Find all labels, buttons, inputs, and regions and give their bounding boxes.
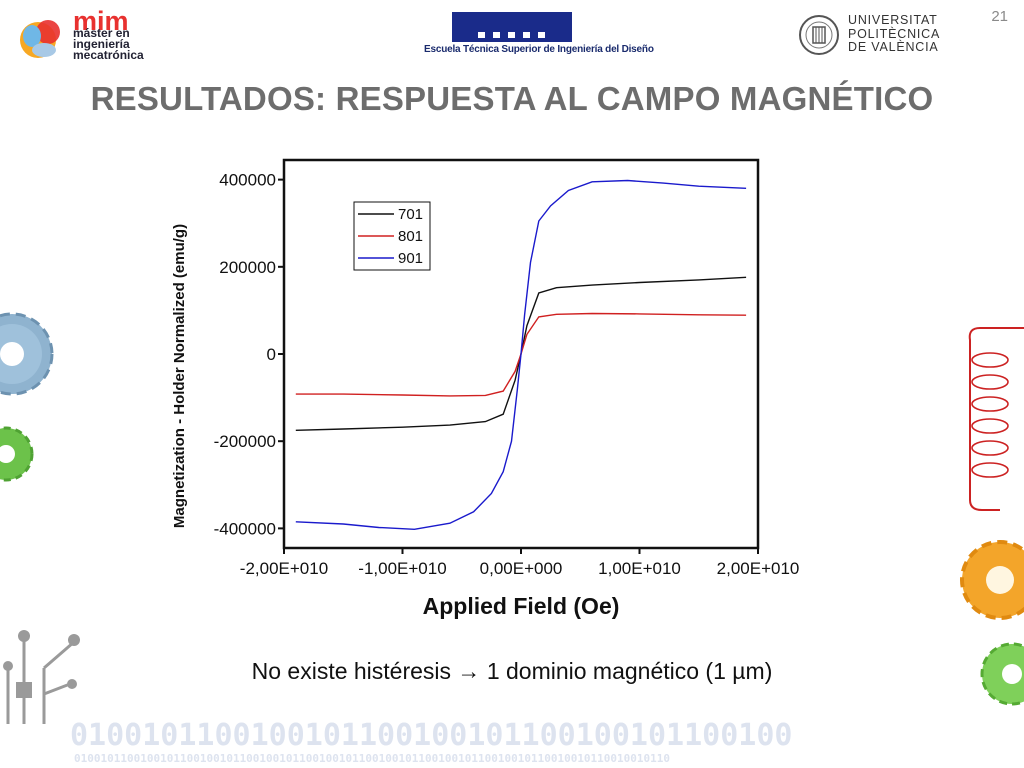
upv-name-line: UNIVERSITAT bbox=[848, 13, 938, 27]
gear-orange-icon bbox=[960, 540, 1024, 620]
mim-logo-line: mecatrónica bbox=[73, 48, 144, 62]
upv-logo bbox=[798, 14, 840, 61]
slide-number: 21 bbox=[991, 8, 1008, 25]
gears-right-icon bbox=[960, 540, 1024, 706]
gear-green-right-icon bbox=[980, 642, 1024, 706]
legend-label-701: 701 bbox=[398, 206, 423, 223]
mim-logo-lines: máster en ingeniería mecatrónica bbox=[73, 26, 144, 62]
tick-marks bbox=[278, 178, 759, 554]
y-tick-label: 0 bbox=[267, 345, 276, 364]
y-tick-label: -400000 bbox=[214, 519, 276, 538]
y-tick-labels: 400000 200000 0 -200000 -400000 bbox=[214, 171, 276, 539]
x-tick-label: -1,00E+010 bbox=[358, 559, 446, 578]
circuit-icon bbox=[3, 630, 80, 724]
binary-decoration-small: 0100101100100101100100101100100101100100… bbox=[74, 752, 671, 765]
upv-name-line: POLITÈCNICA bbox=[848, 26, 941, 41]
x-tick-labels: -2,00E+010 -1,00E+010 0,00E+000 1,00E+010 2,… bbox=[240, 559, 800, 578]
gears-left-icon bbox=[0, 312, 54, 482]
series-line-901 bbox=[295, 179, 747, 531]
etsid-caption: Escuela Técnica Superior de Ingeniería d… bbox=[424, 44, 654, 55]
magnetization-chart: 400000 200000 0 -200000 -400000 -2,00E+010 -1… bbox=[171, 158, 800, 619]
mim-logo bbox=[14, 6, 144, 66]
upv-name: UNIVERSITAT POLITÈCNICA DE VALÈNCIA bbox=[848, 13, 941, 55]
x-tick-label: 1,00E+010 bbox=[598, 559, 681, 578]
mim-logo-line: máster en bbox=[73, 26, 130, 40]
x-axis-title: Applied Field (Oe) bbox=[423, 593, 620, 619]
legend-label-901: 901 bbox=[398, 250, 423, 267]
x-tick-label: -2,00E+010 bbox=[240, 559, 328, 578]
y-tick-label: -200000 bbox=[214, 432, 276, 451]
binary-decoration: 0100101100100101100100101100100101100100 bbox=[70, 718, 793, 753]
series-lines bbox=[295, 179, 747, 531]
gear-green-icon bbox=[0, 426, 34, 482]
mim-logo-line: ingeniería bbox=[73, 37, 130, 51]
coil-icon bbox=[968, 327, 1024, 511]
x-tick-label: 0,00E+000 bbox=[480, 559, 563, 578]
upv-seal-icon bbox=[799, 15, 839, 55]
etsid-logo bbox=[452, 12, 572, 47]
legend-label-801: 801 bbox=[398, 228, 423, 245]
mim-logo-big-text: mim bbox=[73, 6, 129, 36]
y-axis-title: Magnetization - Holder Normalized (emu/g… bbox=[171, 224, 188, 528]
mim-logo-mark-icon bbox=[20, 20, 60, 58]
y-tick-label: 400000 bbox=[219, 171, 276, 190]
gear-blue-icon bbox=[0, 312, 54, 396]
slide-title: RESULTADOS: RESPUESTA AL CAMPO MAGNÉTICO bbox=[90, 80, 934, 117]
legend: 701 801 901 bbox=[353, 201, 431, 271]
etsid-logo-mark-icon bbox=[452, 12, 572, 42]
x-tick-label: 2,00E+010 bbox=[717, 559, 800, 578]
upv-name-line: DE VALÈNCIA bbox=[848, 40, 939, 54]
slide-subtitle: No existe histéresis → 1 dominio magnéti… bbox=[251, 658, 773, 684]
y-tick-label: 200000 bbox=[219, 258, 276, 277]
